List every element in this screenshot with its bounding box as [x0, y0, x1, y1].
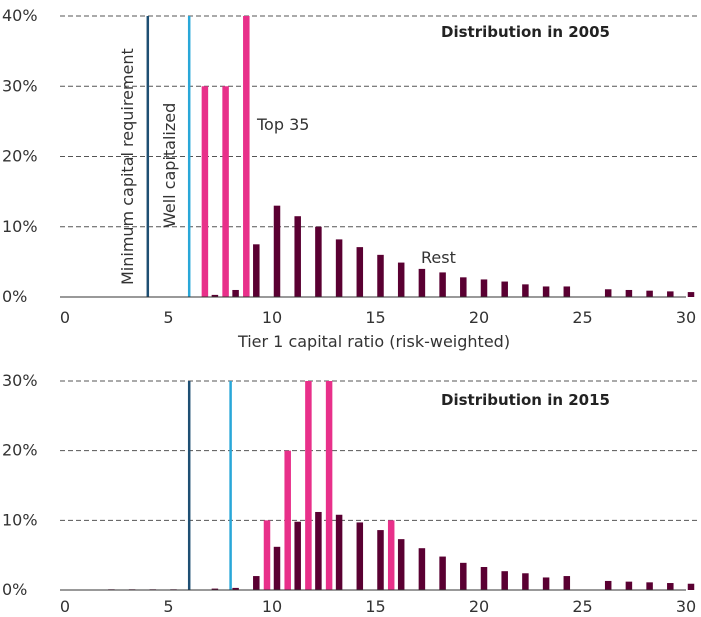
bar-rest [667, 583, 674, 590]
bar-rest [480, 567, 488, 590]
chart-title-2015: Distribution in 2015 [441, 391, 610, 409]
bar-rest [253, 244, 260, 297]
panel-2005: 0% 10% 20% 30% 40% 0 5 10 15 20 25 30 Distribution … [2, 6, 700, 351]
bar-rest [687, 583, 695, 590]
bar-rest [397, 539, 405, 590]
bar-rest [211, 588, 219, 590]
bar-top35 [222, 86, 229, 297]
y-tick-label: 0% [2, 580, 27, 599]
bar-rest [563, 286, 571, 297]
bar-rest [501, 281, 508, 297]
x-tick-label: 20 [469, 597, 489, 616]
bar-rest [253, 576, 260, 590]
bar-rest [335, 514, 343, 590]
grid-2015 [60, 380, 700, 521]
bar-rest [542, 577, 550, 590]
y-tick-label: 20% [2, 147, 38, 166]
reference-lines-2005 [146, 16, 191, 297]
x-axis-label: Tier 1 capital ratio (risk-weighted) [237, 332, 510, 351]
bar-top35 [284, 450, 291, 590]
x-tick-label: 20 [469, 308, 489, 327]
x-tick-label: 0 [60, 308, 70, 327]
bar-rest [294, 216, 301, 297]
y-tick-label: 10% [2, 217, 38, 236]
bar-rest [211, 294, 219, 297]
bar-rest [522, 284, 529, 297]
x-tick-label: 30 [676, 597, 696, 616]
bar-rest [377, 254, 384, 297]
bar-rest [646, 582, 653, 590]
bars-2005 [201, 16, 695, 297]
x-tick-label: 25 [572, 597, 592, 616]
bar-rest [439, 556, 446, 590]
bars-2015 [108, 381, 695, 590]
x-tick-label: 10 [262, 597, 282, 616]
bar-rest [687, 292, 695, 297]
bar-rest [460, 277, 467, 297]
y-tick-label: 10% [2, 510, 38, 529]
bar-rest [501, 571, 508, 590]
bar-rest [667, 291, 674, 297]
bar-rest [377, 530, 384, 590]
bar-rest [273, 205, 281, 297]
reference-lines-2015 [187, 381, 232, 590]
bar-rest [335, 239, 343, 297]
x-tick-label: 15 [365, 597, 385, 616]
bar-rest [646, 290, 653, 297]
bar-rest [522, 573, 529, 590]
bar-rest [625, 289, 633, 297]
bar-top35 [387, 520, 395, 590]
bar-rest [418, 548, 426, 590]
bar-rest [294, 521, 301, 590]
y-tick-label: 0% [2, 287, 27, 306]
bar-rest [563, 576, 571, 590]
x-tick-label: 0 [60, 597, 70, 616]
bar-rest [397, 262, 405, 297]
bar-top35 [201, 86, 209, 297]
series-label-top35: Top 35 [256, 115, 309, 134]
bar-rest [604, 289, 612, 297]
bar-rest [315, 511, 322, 590]
y-tick-label: 20% [2, 441, 38, 460]
bar-rest [460, 562, 467, 590]
ref-label-well: Well capitalized [160, 103, 179, 228]
axes-2015: 0% 10% 20% 30% 0 5 10 15 20 25 30 [2, 371, 696, 616]
bar-rest [604, 580, 612, 590]
series-label-rest: Rest [421, 248, 456, 267]
grid-2005 [60, 15, 700, 228]
bar-rest [625, 581, 633, 590]
bar-rest [356, 247, 364, 297]
bar-rest [418, 268, 426, 297]
bar-top35 [325, 381, 333, 590]
x-tick-label: 10 [262, 308, 282, 327]
bar-rest [315, 226, 322, 297]
y-tick-label: 30% [2, 371, 38, 390]
axes-2005: 0% 10% 20% 30% 40% 0 5 10 15 20 25 30 [2, 6, 696, 327]
bar-top35 [263, 520, 271, 590]
bar-rest [356, 522, 364, 590]
x-tick-label: 5 [163, 308, 173, 327]
x-tick-label: 25 [572, 308, 592, 327]
bar-rest [480, 279, 488, 297]
bar-rest [439, 272, 446, 297]
y-tick-label: 40% [2, 6, 38, 25]
bar-rest [542, 286, 550, 297]
x-tick-label: 30 [676, 308, 696, 327]
bar-rest [273, 546, 281, 590]
chart-title-2005: Distribution in 2005 [441, 23, 610, 41]
bar-rest [232, 587, 239, 590]
x-tick-label: 5 [163, 597, 173, 616]
bar-top35 [243, 16, 250, 297]
bar-top35 [305, 381, 312, 590]
bar-rest [232, 289, 239, 297]
panel-2015: 0% 10% 20% 30% 0 5 10 15 20 25 30 Distribution in … [2, 371, 700, 616]
y-tick-label: 30% [2, 76, 38, 95]
ref-label-minimum: Minimum capital requirement [118, 48, 137, 285]
x-tick-label: 15 [365, 308, 385, 327]
